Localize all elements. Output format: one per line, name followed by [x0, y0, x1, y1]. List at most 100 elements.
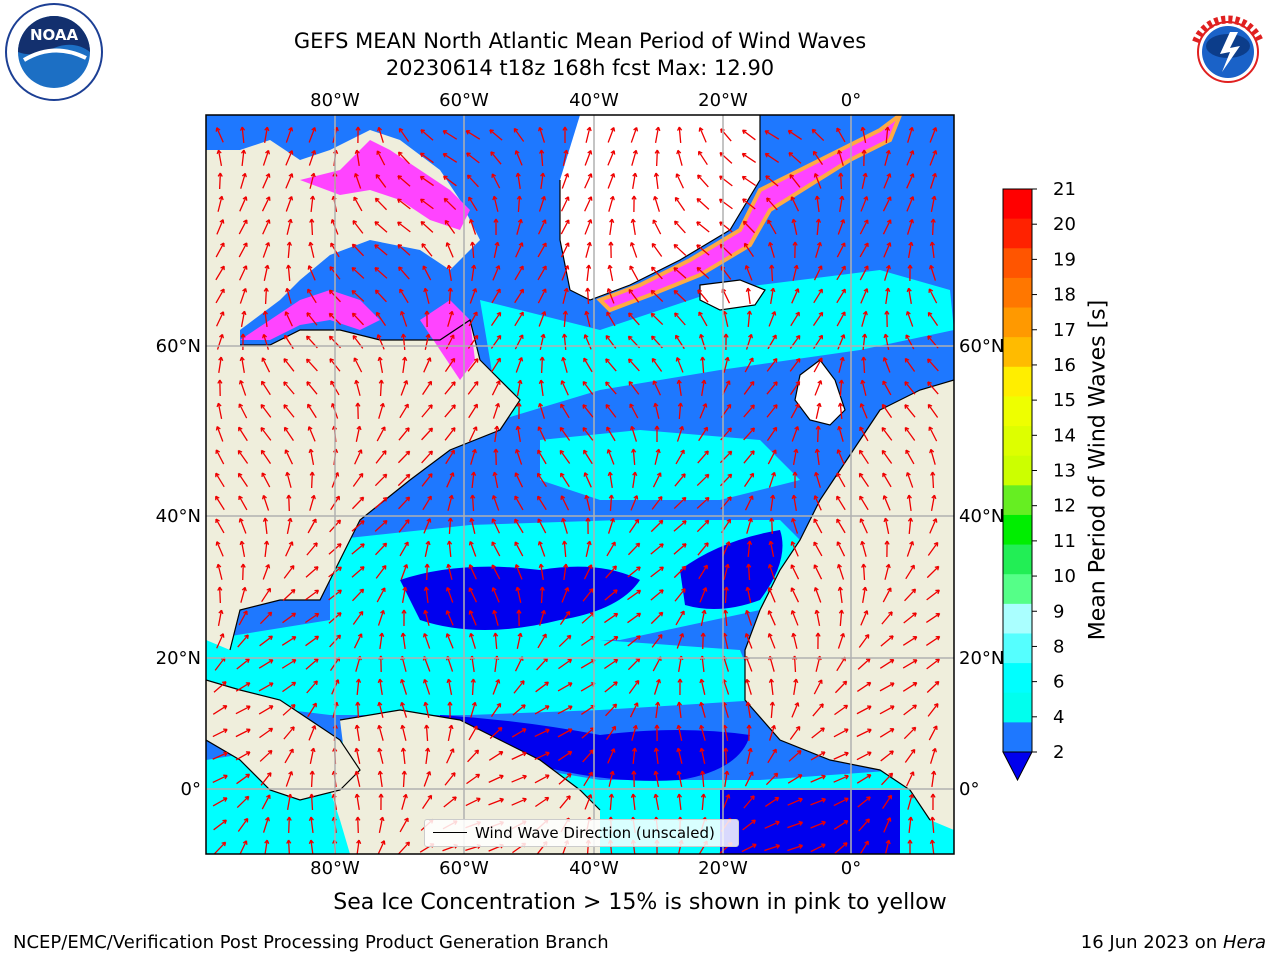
- wind-arrow: [902, 636, 918, 646]
- lon-label: 0°: [841, 90, 861, 111]
- wind-arrow: [674, 588, 686, 602]
- wind-arrow: [375, 450, 387, 464]
- wind-arrow: [284, 311, 293, 327]
- wind-arrow: [673, 543, 687, 555]
- wind-arrow: [286, 241, 293, 259]
- wind-arrow: [836, 265, 846, 281]
- wind-arrow: [744, 265, 753, 281]
- wind-arrow: [606, 311, 616, 327]
- wind-arrow: [309, 471, 315, 489]
- cyan-band-trade-winds: [206, 620, 760, 715]
- wind-arrow: [309, 747, 316, 764]
- wind-arrow: [376, 587, 386, 603]
- wind-arrow: [217, 195, 224, 212]
- wind-arrow: [627, 635, 641, 647]
- sea-ice-canadian-arch: [300, 140, 470, 230]
- wind-arrow: [676, 425, 685, 442]
- wind-arrow: [607, 173, 616, 189]
- wind-arrow: [858, 818, 870, 832]
- wind-arrow: [309, 218, 315, 236]
- wind-arrow: [768, 724, 776, 741]
- wind-arrow: [765, 175, 779, 187]
- wind-arrow: [308, 149, 317, 166]
- wind-arrow: [905, 471, 914, 488]
- wind-arrow: [860, 288, 869, 304]
- wind-arrow: [374, 197, 388, 211]
- wind-arrow: [926, 680, 940, 693]
- wind-arrow: [306, 312, 318, 326]
- wind-arrow: [469, 241, 476, 259]
- wind-arrow: [745, 678, 752, 695]
- wind-arrow: [790, 517, 799, 534]
- land-south-america: [330, 710, 600, 854]
- wind-arrow: [286, 793, 293, 810]
- wind-arrow: [631, 770, 637, 788]
- wind-arrow: [653, 793, 660, 810]
- wind-arrow: [516, 379, 523, 396]
- wind-arrow: [398, 841, 411, 854]
- wind-arrow: [631, 195, 637, 213]
- wind-arrow: [585, 126, 592, 143]
- wind-arrow: [833, 820, 849, 830]
- wind-arrow: [286, 517, 293, 534]
- wind-arrow: [930, 195, 937, 212]
- wind-arrow: [585, 241, 592, 258]
- wind-arrow: [559, 426, 571, 441]
- wind-arrow: [858, 633, 870, 648]
- wind-arrow: [309, 770, 315, 788]
- wind-arrow: [425, 747, 431, 765]
- wind-arrow: [284, 449, 294, 465]
- wind-arrow: [538, 563, 544, 581]
- wind-arrow: [696, 473, 710, 487]
- wind-arrow: [906, 173, 915, 189]
- wind-arrow: [838, 609, 845, 627]
- noaa-logo: NOAA: [5, 3, 103, 101]
- wind-arrow: [604, 589, 618, 601]
- wind-arrow: [907, 517, 914, 535]
- wind-arrow: [857, 796, 871, 808]
- wind-arrow: [882, 587, 892, 603]
- wind-arrow: [861, 563, 867, 581]
- wind-arrow: [813, 357, 823, 373]
- wind-arrow: [653, 770, 660, 787]
- wind-arrow: [262, 241, 271, 258]
- wind-arrow: [790, 311, 800, 327]
- legend-line-swatch: [433, 832, 467, 833]
- wind-arrow: [260, 380, 271, 396]
- wind-arrow: [351, 543, 365, 555]
- wind-arrow: [470, 701, 477, 718]
- wind-arrow: [836, 518, 846, 534]
- wind-arrow: [790, 541, 799, 557]
- colorbar-segment: [1003, 189, 1032, 220]
- wind-arrow: [698, 311, 708, 327]
- wind-arrow: [515, 172, 521, 190]
- wind-arrow: [374, 473, 388, 487]
- wind-arrow: [723, 356, 730, 373]
- wind-arrow: [465, 130, 481, 140]
- wind-arrow: [792, 241, 798, 259]
- wind-arrow: [631, 149, 638, 166]
- wind-arrow: [305, 635, 320, 647]
- wind-arrow: [696, 519, 710, 533]
- wind-arrow: [469, 287, 478, 304]
- wind-arrow: [765, 772, 779, 786]
- wind-arrow: [488, 797, 504, 806]
- wind-arrow: [860, 196, 869, 212]
- wind-arrow: [583, 357, 593, 373]
- wind-arrow: [488, 751, 504, 761]
- wind-arrow: [355, 678, 362, 696]
- wind-arrow: [629, 265, 639, 281]
- wind-arrow: [215, 288, 225, 304]
- wind-arrow: [539, 356, 545, 374]
- wind-arrow: [902, 659, 918, 669]
- wind-arrow: [836, 127, 846, 143]
- wind-arrow: [488, 774, 504, 783]
- wind-arrow: [742, 220, 756, 234]
- wind-arrow: [259, 727, 274, 739]
- wind-arrow: [422, 265, 432, 281]
- wind-arrow: [814, 448, 820, 466]
- wind-arrow: [397, 175, 411, 187]
- wind-arrow: [445, 449, 455, 465]
- wind-arrow: [930, 471, 936, 489]
- wind-arrow: [492, 679, 501, 695]
